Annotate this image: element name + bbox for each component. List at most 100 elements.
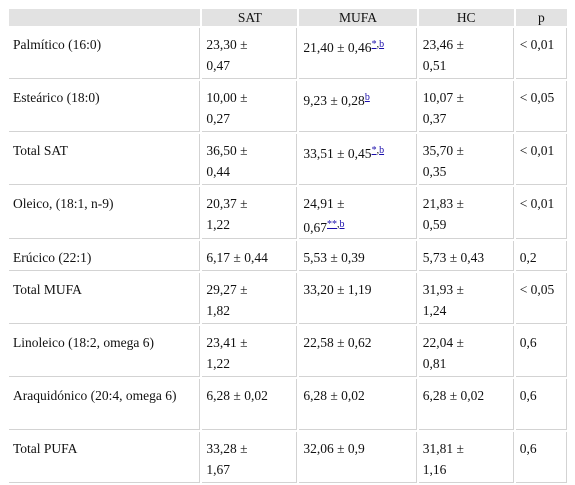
sat-cell-value: 33,28 ±	[206, 441, 248, 456]
p-value-cell: 0,6	[515, 326, 567, 377]
mufa-cell: 21,40 ± 0,46*,b	[299, 28, 417, 79]
sat-cell-value-cont: 1,22	[206, 217, 231, 232]
table-row: Total SAT 36,50 ±0,44 33,51 ± 0,45*,b 35,70…	[9, 134, 567, 185]
header-cell-p: p	[515, 9, 567, 26]
sat-cell: 20,37 ± 1,22	[202, 187, 298, 239]
footnote-link[interactable]: b	[364, 92, 370, 103]
hc-cell-value-cont: 0,81	[422, 356, 447, 371]
sat-cell-value: 6,17 ± 0,44	[206, 250, 268, 265]
sat-cell-value: 23,41 ±	[206, 335, 248, 350]
sat-cell: 23,41 ± 1,22	[202, 326, 298, 377]
mufa-cell-value: 6,28 ± 0,02	[303, 388, 365, 403]
mufa-cell: 9,23 ± 0,28b	[299, 81, 417, 132]
mufa-cell: 33,51 ± 0,45*,b	[299, 134, 417, 185]
mufa-cell: 5,53 ± 0,39	[299, 241, 417, 271]
p-value-cell: 0,6	[515, 432, 567, 483]
sat-cell-value: 10,00 ±	[206, 90, 248, 105]
mufa-cell-value: 9,23 ± 0,28	[303, 93, 365, 108]
mufa-cell-value: 24,91 ±	[303, 196, 345, 211]
sat-cell: 10,00 ± 0,27	[202, 81, 298, 132]
hc-cell: 31,93 ± 1,24	[418, 273, 514, 324]
hc-cell-value-cont: 0,51	[422, 58, 447, 73]
mufa-cell: 24,91 ± 0,67**,b	[299, 187, 417, 239]
hc-cell-value: 10,07 ±	[422, 90, 464, 105]
row-label: Linoleico (18:2, omega 6)	[9, 326, 201, 377]
table-row: Esteárico (18:0) 10,00 ±0,27 9,23 ± 0,28b 1…	[9, 81, 567, 132]
sat-cell: 36,50 ± 0,44	[202, 134, 298, 185]
p-value-cell: < 0,05	[515, 81, 567, 132]
p-value-cell: < 0,01	[515, 28, 567, 79]
sat-cell-value: 23,30 ±	[206, 37, 248, 52]
hc-cell-value: 22,04 ±	[422, 335, 464, 350]
row-label: Palmítico (16:0)	[9, 28, 201, 79]
footnote-link[interactable]: *	[371, 39, 377, 50]
footnote-link[interactable]: *	[371, 145, 377, 156]
sat-cell-value-cont: 0,47	[206, 58, 231, 73]
hc-cell: 21,83 ± 0,59	[418, 187, 514, 239]
sat-cell-value-cont: 1,82	[206, 303, 231, 318]
sat-cell-value: 20,37 ±	[206, 196, 248, 211]
sat-cell: 6,17 ± 0,44	[202, 241, 298, 271]
hc-cell-value: 23,46 ±	[422, 37, 464, 52]
hc-cell-value: 6,28 ± 0,02	[422, 388, 485, 403]
row-label: Esteárico (18:0)	[9, 81, 201, 132]
hc-cell-value: 21,83 ±	[422, 196, 464, 211]
sat-cell-value: 6,28 ± 0,02	[206, 388, 268, 403]
hc-cell-value-cont: 0,59	[422, 217, 447, 232]
footnote-link[interactable]: b	[379, 145, 385, 156]
footnote-separator: ,	[376, 39, 380, 50]
footnote-link[interactable]: b	[339, 219, 345, 230]
hc-cell: 31,81 ±1,16	[418, 432, 514, 483]
hc-cell-value: 35,70 ±	[422, 143, 464, 158]
table-row: Oleico, (18:1, n-9) 20,37 ± 1,22 24,91 ± 0,6…	[9, 187, 567, 239]
p-value-cell: 0,6	[515, 379, 567, 430]
row-label: Araquidónico (20:4, omega 6)	[9, 379, 201, 430]
mufa-cell-value: 5,53 ± 0,39	[303, 250, 365, 265]
sat-cell-value-cont: 1,22	[206, 356, 231, 371]
hc-cell-value-cont: 0,37	[422, 111, 447, 126]
sat-cell-value: 36,50 ±	[206, 143, 248, 158]
footnote-link[interactable]: **	[327, 219, 338, 230]
table-row: Total PUFA 33,28 ±1,67 32,06 ± 0,9 31,81 ±1…	[9, 432, 567, 483]
fatty-acid-table: SAT MUFA HC p Palmítico (16:0) 23,30 ± 0,4…	[7, 7, 569, 485]
sat-cell: 33,28 ±1,67	[202, 432, 298, 483]
mufa-cell-value: 32,06 ± 0,9	[303, 441, 365, 456]
sat-cell-value: 29,27 ±	[206, 282, 248, 297]
footnote-separator: ,	[337, 219, 340, 230]
header-row: SAT MUFA HC p	[9, 9, 567, 26]
table-row: Erúcico (22:1) 6,17 ± 0,44 5,53 ± 0,39 5,73…	[9, 241, 567, 271]
row-label: Oleico, (18:1, n-9)	[9, 187, 201, 239]
p-value-cell: < 0,01	[515, 134, 567, 185]
sat-cell: 23,30 ± 0,47	[202, 28, 298, 79]
table-row: Total MUFA 29,27 ± 1,82 33,20 ± 1,19 31,93 ±…	[9, 273, 567, 324]
p-value-cell: < 0,05	[515, 273, 567, 324]
sat-cell: 6,28 ± 0,02	[202, 379, 298, 430]
footnote-link[interactable]: b	[379, 39, 385, 50]
hc-cell: 10,07 ± 0,37	[418, 81, 514, 132]
hc-cell: 5,73 ± 0,43	[418, 241, 514, 271]
mufa-cell-value: 33,20 ± 1,19	[303, 282, 372, 297]
header-cell-hc: HC	[418, 9, 514, 26]
mufa-cell: 22,58 ± 0,62	[299, 326, 417, 377]
hc-cell-value-cont: 1,24	[422, 303, 447, 318]
hc-cell: 35,70 ± 0,35	[418, 134, 514, 185]
header-cell	[9, 9, 201, 26]
mufa-cell: 33,20 ± 1,19	[299, 273, 417, 324]
mufa-cell-value: 21,40 ± 0,46	[303, 40, 372, 55]
row-label: Total SAT	[9, 134, 201, 185]
table-row: Linoleico (18:2, omega 6) 23,41 ± 1,22 22,5…	[9, 326, 567, 377]
hc-cell-value-cont: 0,35	[422, 164, 447, 179]
sat-cell-value-cont: 0,27	[206, 111, 231, 126]
row-label: Total PUFA	[9, 432, 201, 483]
hc-cell: 6,28 ± 0,02	[418, 379, 514, 430]
table-row: Araquidónico (20:4, omega 6) 6,28 ± 0,02 6…	[9, 379, 567, 430]
row-label: Erúcico (22:1)	[9, 241, 201, 271]
hc-cell: 22,04 ± 0,81	[418, 326, 514, 377]
mufa-cell-value-cont: 0,67	[303, 220, 328, 235]
header-cell-sat: SAT	[202, 9, 298, 26]
table-row: Palmítico (16:0) 23,30 ± 0,47 21,40 ± 0,46*…	[9, 28, 567, 79]
hc-cell-value: 31,93 ±	[422, 282, 464, 297]
hc-cell-value: 31,81 ±	[422, 441, 464, 456]
sat-cell: 29,27 ± 1,82	[202, 273, 298, 324]
footnote-separator: ,	[376, 145, 380, 156]
